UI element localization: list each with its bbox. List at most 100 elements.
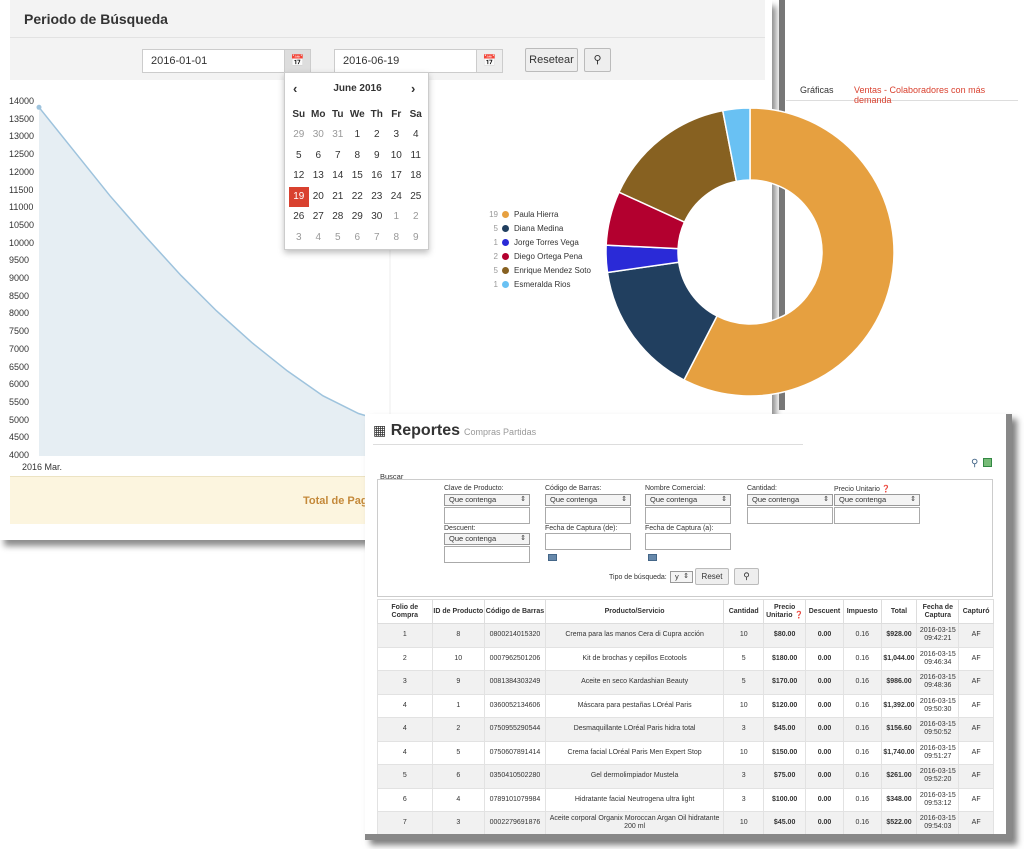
table-row[interactable]: 4 2 0750955290544 Desmaquillante LOréal Par… — [377, 717, 994, 742]
calendar-day[interactable]: 30 — [312, 129, 324, 140]
search-button[interactable]: ⚲ — [734, 568, 759, 585]
fecha-a-input[interactable] — [645, 533, 731, 550]
next-month-button[interactable]: › — [411, 81, 416, 96]
calendar-day[interactable]: 6 — [354, 231, 361, 243]
calendar-day[interactable]: 11 — [410, 149, 421, 161]
column-header[interactable]: Fecha de Captura — [916, 599, 960, 624]
clave-operator-select[interactable]: Que contenga ⇕ — [444, 494, 530, 506]
calendar-day[interactable]: 2 — [412, 211, 419, 222]
calendar-day[interactable]: 22 — [351, 190, 363, 202]
column-header[interactable]: Impuesto — [842, 599, 882, 624]
nombre-operator-select[interactable]: Que contenga ⇕ — [645, 494, 731, 506]
tipo-select[interactable]: y ⇕ — [670, 571, 693, 583]
calendar-day[interactable]: 3 — [393, 129, 400, 140]
calendar-day[interactable]: 8 — [393, 231, 400, 243]
reset-button[interactable]: Resetear — [525, 48, 578, 72]
column-header[interactable]: Producto/Servicio — [544, 599, 725, 624]
table-row[interactable]: 4 1 0360052134606 Máscara para pestañas LOr… — [377, 693, 994, 718]
table-cell: 0.00 — [805, 740, 844, 765]
column-header[interactable]: Descuent — [805, 599, 844, 624]
cantidad-operator-select[interactable]: Que contenga ⇕ — [747, 494, 833, 506]
calendar-day[interactable]: 9 — [412, 231, 419, 243]
calendar-day[interactable]: 3 — [295, 231, 302, 243]
table-row[interactable]: 6 4 0789101079984 Hidratante facial Neutrog… — [377, 787, 994, 812]
calendar-day[interactable]: 26 — [293, 211, 305, 222]
reset-button[interactable]: Reset — [695, 568, 729, 585]
calendar-day[interactable]: 20 — [312, 190, 324, 202]
calendar-day[interactable]: 5 — [334, 231, 341, 243]
table-row[interactable]: 3 9 0081384303249 Aceite en seco Kardashian… — [377, 670, 994, 695]
table-row[interactable]: 1 8 0800214015320 Crema para las manos Cera… — [377, 623, 994, 648]
table-row[interactable]: 5 6 0350410502280 Gel dermolimpiador Mustel… — [377, 764, 994, 789]
export-icon[interactable] — [983, 458, 992, 467]
calendar-day[interactable]: 7 — [373, 231, 380, 243]
tab-ventas[interactable]: Ventas - Colaboradores con más demanda — [854, 85, 986, 105]
y-tick-label: 5500 — [9, 396, 30, 407]
column-header[interactable]: Folio de Compra — [377, 599, 433, 624]
column-header[interactable]: Precio Unitario ❓ — [763, 599, 807, 624]
table-cell: 2016-03-15 09:50:30 — [916, 693, 960, 718]
codigo-operator-select[interactable]: Que contenga ⇕ — [545, 494, 631, 506]
calendar-day[interactable]: 30 — [371, 211, 383, 222]
table-row[interactable]: 4 5 0750607891414 Crema facial LOréal Paris… — [377, 740, 994, 765]
calendar-icon[interactable] — [548, 554, 557, 561]
calendar-day[interactable]: 5 — [295, 149, 302, 161]
prev-month-button[interactable]: ‹ — [293, 81, 298, 96]
calendar-icon[interactable]: 📅 — [476, 49, 503, 73]
date-to-input[interactable]: 2016-06-19 — [334, 49, 477, 73]
clave-input[interactable] — [444, 507, 530, 524]
table-row[interactable]: 7 3 0002279691876 Aceite corporal Organix M… — [377, 811, 994, 834]
calendar-day[interactable]: 15 — [351, 170, 363, 181]
calendar-day[interactable]: 23 — [371, 190, 383, 202]
column-header[interactable]: Total — [880, 599, 918, 624]
calendar-icon[interactable]: 📅 — [284, 49, 311, 73]
calendar-day[interactable]: 9 — [373, 149, 380, 161]
calendar-day[interactable]: 2 — [373, 129, 380, 140]
tab-graficas[interactable]: Gráficas — [800, 85, 834, 95]
nombre-input[interactable] — [645, 507, 731, 524]
calendar-day[interactable]: 7 — [334, 149, 341, 161]
calendar-day[interactable]: 18 — [410, 170, 422, 181]
descuent-operator-select[interactable]: Que contenga ⇕ — [444, 533, 530, 545]
calendar-day[interactable]: 6 — [315, 149, 322, 161]
calendar-icon[interactable] — [648, 554, 657, 561]
column-header[interactable]: ID de Producto — [431, 599, 486, 624]
calendar-day[interactable]: 4 — [412, 129, 419, 140]
table-cell: 0800214015320 — [484, 623, 546, 648]
help-icon[interactable]: ❓ — [792, 611, 804, 619]
calendar-day[interactable]: 21 — [332, 190, 344, 202]
calendar-day[interactable]: 10 — [390, 149, 402, 161]
calendar-day[interactable]: 17 — [390, 170, 402, 181]
calendar-day[interactable]: 28 — [332, 211, 344, 222]
cantidad-input[interactable] — [747, 507, 833, 524]
table-row[interactable]: 2 10 0007962501206 Kit de brochas y cepillo… — [377, 646, 994, 671]
calendar-day[interactable]: 25 — [410, 190, 422, 202]
date-from-input[interactable]: 2016-01-01 — [142, 49, 285, 73]
calendar-day[interactable]: 13 — [312, 170, 324, 181]
column-header[interactable]: Capturó — [958, 599, 994, 624]
precio-operator-select[interactable]: Que contenga ⇕ — [834, 494, 920, 506]
calendar-day[interactable]: 1 — [354, 129, 361, 140]
calendar-day[interactable]: 1 — [393, 211, 400, 222]
calendar-day[interactable]: 19 — [289, 186, 309, 207]
codigo-input[interactable] — [545, 507, 631, 524]
calendar-day[interactable]: 12 — [293, 170, 305, 181]
precio-input[interactable] — [834, 507, 920, 524]
table-cell: 6 — [431, 764, 486, 789]
zoom-icon[interactable]: ⚲ — [971, 458, 979, 469]
calendar-day[interactable]: 16 — [371, 170, 383, 181]
search-button[interactable]: ⚲ — [584, 48, 611, 72]
descuent-input[interactable] — [444, 546, 530, 563]
calendar-day[interactable]: 27 — [312, 211, 324, 222]
column-header[interactable]: Código de Barras — [484, 599, 546, 624]
calendar-day[interactable]: 8 — [354, 149, 361, 161]
calendar-day[interactable]: 14 — [332, 170, 344, 181]
calendar-day[interactable]: 29 — [293, 129, 305, 140]
calendar-day[interactable]: 24 — [390, 190, 402, 202]
calendar-day[interactable]: 29 — [351, 211, 363, 222]
column-header[interactable]: Cantidad — [723, 599, 765, 624]
calendar-day[interactable]: 4 — [315, 231, 322, 243]
help-icon[interactable]: ❓ — [881, 486, 891, 493]
fecha-de-input[interactable] — [545, 533, 631, 550]
calendar-day[interactable]: 31 — [332, 129, 344, 140]
